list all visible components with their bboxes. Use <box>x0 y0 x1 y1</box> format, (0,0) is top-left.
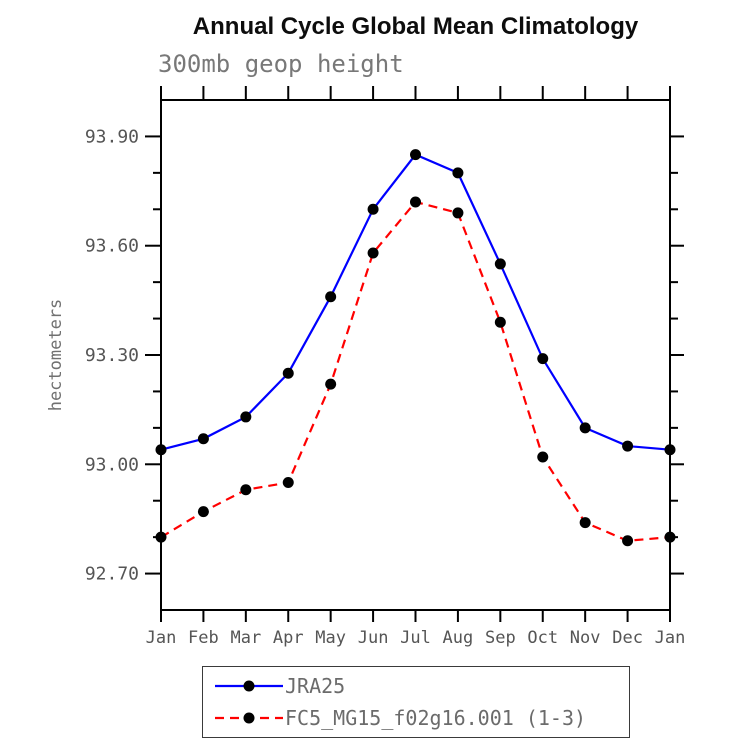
data-point-marker-1 <box>325 378 337 390</box>
data-point-marker-0 <box>410 149 421 161</box>
data-point-marker-1 <box>367 247 379 259</box>
y-tick-label: 93.30 <box>85 345 139 366</box>
legend-box: JRA25 FC5_MG15_f02g16.001 (1-3) <box>202 666 630 738</box>
x-tick-label: Jan <box>655 628 686 648</box>
data-point-marker-1 <box>579 517 591 529</box>
data-point-marker-1 <box>452 207 464 219</box>
data-point-marker-0 <box>282 367 294 379</box>
data-point-marker-0 <box>240 411 252 423</box>
x-tick-label: May <box>315 628 346 648</box>
data-point-marker-1 <box>240 484 252 496</box>
x-tick-label: Sep <box>485 628 516 648</box>
x-tick-label: Jan <box>146 628 177 648</box>
legend-line-sample-solid <box>215 680 283 692</box>
chart-subtitle: 300mb geop height <box>158 50 404 78</box>
x-tick-label: Oct <box>527 628 558 648</box>
x-tick-label: Mar <box>230 628 261 648</box>
x-tick-label: Feb <box>188 628 219 648</box>
data-point-marker-1 <box>282 477 294 488</box>
data-point-marker-1 <box>197 506 209 518</box>
legend-marker-dot <box>243 680 255 692</box>
legend-label-fc5: FC5_MG15_f02g16.001 (1-3) <box>285 706 587 731</box>
legend-marker-dot <box>243 712 255 724</box>
x-tick-label: Nov <box>570 628 601 648</box>
data-point-marker-1 <box>664 531 676 543</box>
y-tick-label: 93.00 <box>85 454 139 475</box>
x-tick-label: Apr <box>273 628 304 648</box>
y-tick-label: 93.60 <box>85 236 139 257</box>
legend-line-sample-dashed <box>215 712 283 724</box>
data-point-marker-0 <box>494 258 506 270</box>
data-point-marker-0 <box>579 422 591 434</box>
y-tick-label: 93.90 <box>85 126 139 147</box>
y-tick-label: 92.70 <box>85 564 139 585</box>
x-tick-label: Jul <box>400 628 431 648</box>
chart-title: Annual Cycle Global Mean Climatology <box>192 13 639 40</box>
legend-label-jra25: JRA25 <box>285 673 346 698</box>
data-point-marker-1 <box>622 535 634 547</box>
legend-item-jra25: JRA25 <box>214 672 629 700</box>
x-tick-label: Jun <box>358 628 389 648</box>
data-point-marker-0 <box>367 203 379 215</box>
data-point-marker-1 <box>494 316 506 328</box>
legend-item-fc5: FC5_MG15_f02g16.001 (1-3) <box>214 704 629 732</box>
plot-frame <box>160 99 671 611</box>
data-point-marker-0 <box>325 291 337 303</box>
data-point-marker-1 <box>537 451 549 463</box>
data-point-marker-0 <box>622 440 634 452</box>
data-point-marker-0 <box>452 167 464 179</box>
x-tick-label: Dec <box>612 628 643 648</box>
data-point-marker-0 <box>155 444 167 456</box>
series-line-1 <box>160 200 671 542</box>
data-point-marker-0 <box>197 433 209 445</box>
data-point-marker-0 <box>664 444 676 456</box>
x-tick-label: Aug <box>443 628 474 648</box>
data-point-marker-1 <box>410 196 421 208</box>
data-point-marker-0 <box>537 353 549 365</box>
data-point-marker-1 <box>155 531 167 543</box>
